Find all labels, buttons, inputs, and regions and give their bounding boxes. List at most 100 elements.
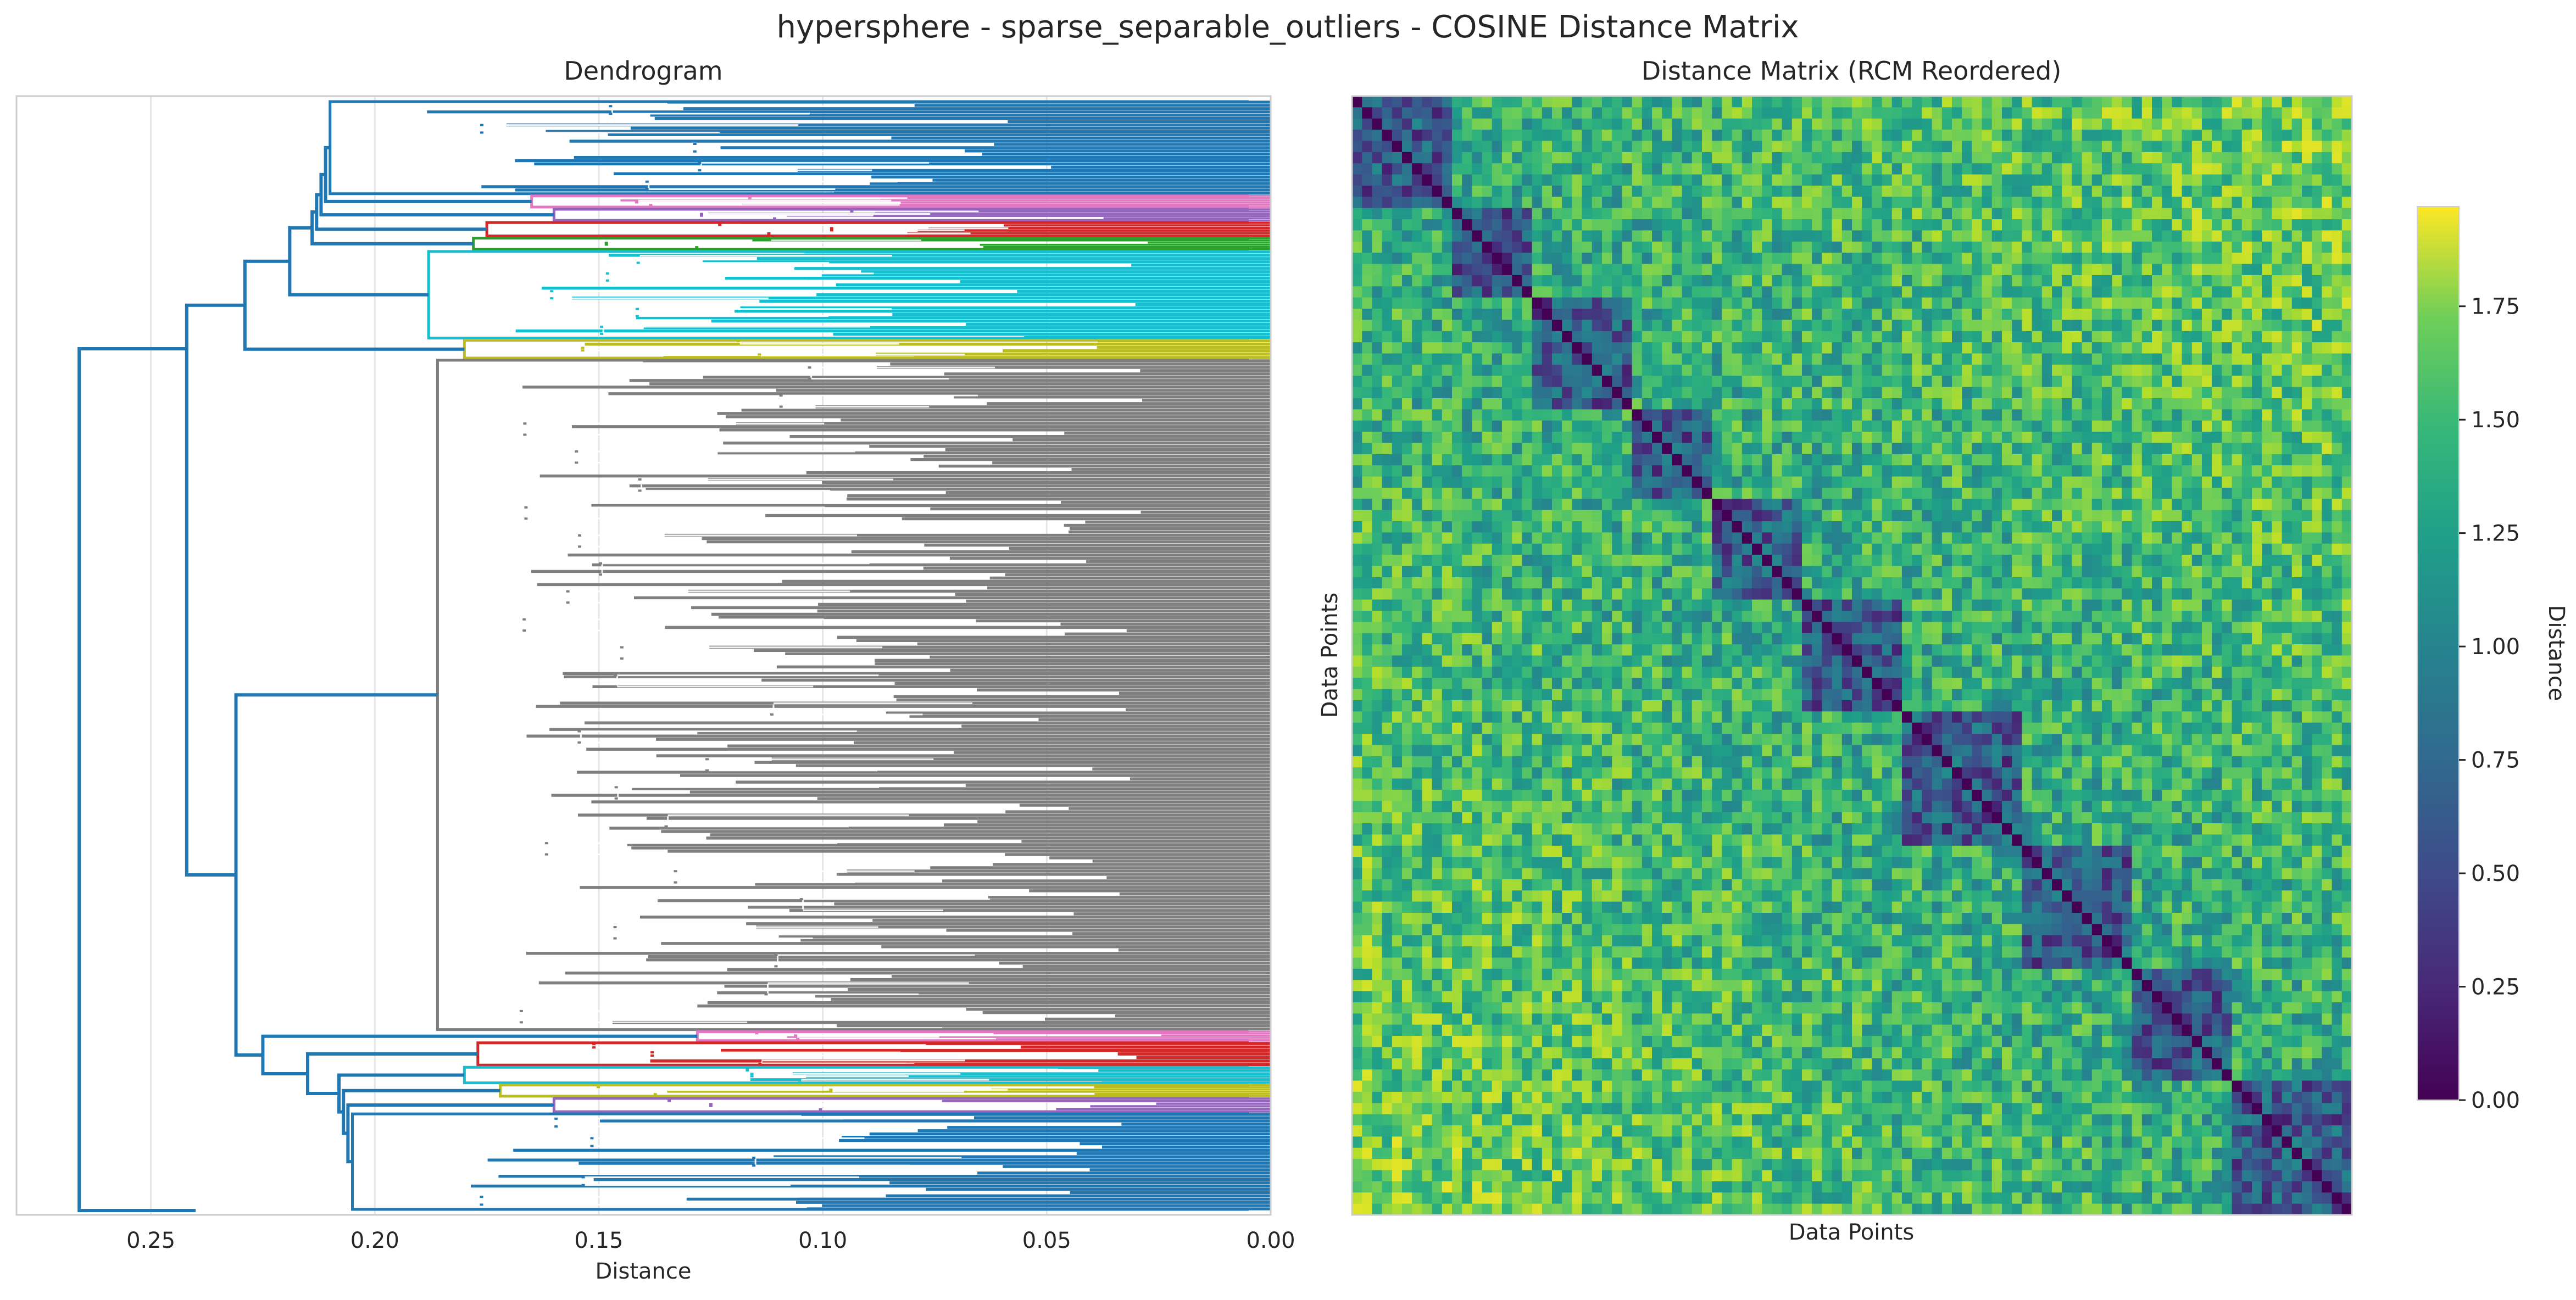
distance-matrix-cell (2062, 543, 2072, 555)
distance-matrix-cell (1652, 174, 1662, 186)
distance-matrix-cell (1422, 521, 1433, 533)
distance-matrix-cell (1442, 174, 1453, 186)
distance-matrix-cell (2302, 566, 2312, 578)
distance-matrix-cell (1402, 487, 1412, 499)
dendrogram-sub-link (829, 1089, 833, 1093)
distance-matrix-cell (1362, 96, 1372, 108)
distance-matrix-cell (1362, 197, 1372, 209)
distance-matrix-cell (1482, 230, 1493, 242)
distance-matrix-cell (2022, 499, 2033, 511)
distance-matrix-cell (2262, 420, 2272, 432)
distance-matrix-cell (1742, 130, 1752, 142)
distance-matrix-cell (2132, 532, 2143, 544)
distance-matrix-cell (1722, 264, 1733, 276)
dendrogram-x-tick-label: 0.05 (1022, 1228, 1071, 1253)
distance-matrix-cell (1972, 454, 1983, 466)
distance-matrix-cell (2272, 476, 2283, 488)
distance-matrix-cell (2232, 264, 2243, 276)
distance-matrix-cell (1632, 174, 1643, 186)
distance-matrix-cell (1672, 353, 1683, 365)
distance-matrix-cell (2212, 130, 2222, 142)
distance-matrix-cell (1812, 432, 1822, 444)
distance-matrix-cell (2041, 331, 2052, 343)
distance-matrix-cell (1772, 264, 1783, 276)
distance-matrix-cell (2162, 543, 2172, 555)
distance-matrix-cell (1452, 197, 1462, 209)
distance-matrix-cell (1822, 454, 1833, 466)
distance-matrix-cell (1422, 96, 1433, 108)
distance-matrix-cell (1692, 364, 1703, 376)
distance-matrix-cell (1632, 353, 1643, 365)
distance-matrix-cell (1622, 342, 1633, 354)
distance-matrix-cell (1422, 107, 1433, 119)
distance-matrix-cell (1852, 364, 1862, 376)
distance-matrix-cell (1472, 163, 1483, 175)
distance-matrix-cell (1882, 465, 1893, 477)
distance-matrix-cell (1382, 96, 1393, 108)
distance-matrix-cell (2212, 577, 2222, 589)
dendrogram-sub-link (580, 730, 857, 744)
distance-matrix-cell (1592, 197, 1603, 209)
distance-matrix-cell (1542, 141, 1553, 153)
distance-matrix-cell (1802, 286, 1812, 298)
distance-matrix-cell (1492, 465, 1503, 477)
distance-matrix-cell (2082, 353, 2093, 365)
distance-matrix-cell (2012, 555, 2022, 567)
distance-matrix-cell (2302, 286, 2312, 298)
distance-matrix-cell (2052, 543, 2062, 555)
distance-matrix-cell (1932, 532, 1943, 544)
distance-matrix-cell (2122, 409, 2133, 421)
distance-matrix-cell (2162, 96, 2172, 108)
distance-matrix-cell (2152, 342, 2162, 354)
distance-matrix-cell (1712, 208, 1722, 220)
distance-matrix-cell (2062, 353, 2072, 365)
distance-matrix-cell (1522, 588, 1533, 600)
distance-matrix-cell (1412, 566, 1422, 578)
distance-matrix-cell (2191, 174, 2202, 186)
distance-matrix-cell (2132, 230, 2143, 242)
distance-matrix-cell (1922, 342, 1933, 354)
distance-matrix-cell (1922, 107, 1933, 119)
distance-matrix-cell (1412, 353, 1422, 365)
distance-matrix-cell (2252, 476, 2262, 488)
distance-matrix-cell (2152, 309, 2162, 320)
distance-matrix-cell (1542, 532, 1553, 544)
distance-matrix-cell (1902, 342, 1912, 354)
distance-matrix-cell (1562, 107, 1572, 119)
distance-matrix-cell (1952, 320, 1962, 332)
distance-matrix-cell (2282, 364, 2293, 376)
distance-matrix-cell (1762, 331, 1772, 343)
distance-matrix-cell (2041, 152, 2052, 164)
distance-matrix-cell (2141, 543, 2152, 555)
distance-matrix-cell (1452, 96, 1462, 108)
distance-matrix-cell (2072, 353, 2083, 365)
distance-matrix-cell (1382, 163, 1393, 175)
distance-matrix-cell (2302, 118, 2312, 130)
distance-matrix-cell (1832, 521, 1843, 533)
distance-matrix-cell (1462, 118, 1472, 130)
distance-matrix-cell (2152, 577, 2162, 589)
distance-matrix-cell (1712, 163, 1722, 175)
distance-matrix-cell (1972, 376, 1983, 388)
distance-matrix-cell (1462, 286, 1472, 298)
distance-matrix-cell (1382, 465, 1393, 477)
distance-matrix-cell (2341, 454, 2352, 466)
distance-matrix-cell (1672, 331, 1683, 343)
distance-matrix-cell (1582, 275, 1593, 287)
distance-matrix-cell (1932, 555, 1943, 567)
distance-matrix-cell (2162, 364, 2172, 376)
distance-matrix-cell (1652, 141, 1662, 153)
distance-matrix-cell (2222, 398, 2233, 410)
distance-matrix-cell (1912, 510, 1922, 522)
distance-matrix-cell (1572, 163, 1583, 175)
distance-matrix-cell (1712, 577, 1722, 589)
distance-matrix-cell (1692, 566, 1703, 578)
distance-matrix-cell (1572, 174, 1583, 186)
distance-matrix-cell (2152, 320, 2162, 332)
distance-matrix-cell (1732, 577, 1743, 589)
distance-matrix-cell (1612, 454, 1622, 466)
distance-matrix-cell (1941, 566, 1952, 578)
distance-matrix-cell (2272, 398, 2283, 410)
distance-matrix-cell (1512, 286, 1522, 298)
distance-matrix-cell (2091, 107, 2102, 119)
